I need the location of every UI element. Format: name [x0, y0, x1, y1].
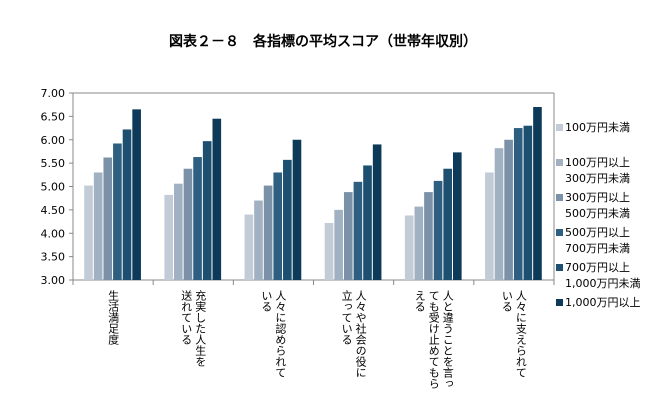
y-tick-label: 5.00: [41, 181, 66, 194]
legend-label: 100万円未満: [565, 121, 630, 134]
bar: [103, 157, 113, 280]
y-tick-label: 3.50: [41, 251, 66, 264]
y-tick-label: 6.50: [41, 110, 66, 123]
x-tick-label: 人々に支えられて: [514, 290, 527, 378]
bar: [244, 214, 254, 280]
bar: [433, 180, 443, 280]
legend-swatch: [556, 159, 563, 166]
x-tick-label: いる: [500, 290, 513, 312]
bar: [254, 200, 263, 280]
x-tick-label: 人々に認められて: [274, 290, 287, 378]
bar: [132, 109, 141, 280]
bar: [523, 125, 533, 280]
bar: [164, 194, 174, 280]
y-tick-label: 7.00: [41, 87, 66, 100]
legend-swatch: [556, 124, 563, 131]
bar: [183, 168, 193, 280]
y-tick-label: 6.00: [41, 134, 66, 147]
x-tick-label: ても受け止めてもら: [427, 290, 440, 389]
bar: [343, 192, 353, 280]
bar: [93, 172, 103, 280]
x-tick-label: 人と違うことを言っ: [441, 290, 454, 389]
bar: [273, 172, 283, 280]
x-tick-label: 生活満足度: [107, 289, 120, 346]
x-tick-label: 立っている: [340, 289, 353, 345]
legend-label: 300万円以上 500万円未満: [565, 191, 630, 220]
legend-label: 700万円以上 1,000万円未満: [565, 261, 641, 290]
bar: [113, 143, 122, 280]
bar: [504, 139, 513, 280]
bar: [292, 139, 302, 280]
bar: [424, 192, 433, 280]
bar: [363, 165, 372, 280]
chart-title: 図表２－８ 各指標の平均スコア（世帯年収別）: [169, 33, 477, 50]
bar: [212, 118, 222, 281]
bar: [324, 222, 334, 280]
bar: [513, 128, 523, 280]
legend-swatch: [556, 194, 563, 201]
bar: [283, 159, 292, 280]
legend-label: 100万円以上 300万円未満: [565, 156, 630, 185]
bar: [122, 129, 132, 280]
legend-swatch: [556, 264, 563, 271]
bar: [372, 144, 382, 280]
x-tick-label: 人々や社会の役に: [354, 290, 367, 378]
legend-label: 1,000万円以上: [565, 296, 641, 309]
x-tick-label: 充実した人生を: [194, 289, 207, 367]
bar: [202, 141, 212, 280]
bar: [452, 152, 462, 280]
legend-label: 500万円以上 700万円未満: [565, 226, 630, 255]
bar: [174, 183, 183, 280]
bar: [494, 148, 504, 280]
legend-swatch: [556, 299, 563, 306]
bar: [353, 181, 363, 280]
bar: [84, 185, 93, 280]
bar: [533, 107, 542, 281]
bar: [443, 168, 452, 280]
bar: [193, 157, 202, 280]
x-tick-label: える: [413, 290, 426, 312]
x-tick-label: いる: [260, 290, 273, 312]
bar: [334, 209, 343, 280]
y-tick-label: 3.00: [41, 274, 66, 287]
bar: [404, 215, 414, 280]
y-tick-label: 5.50: [41, 157, 66, 170]
bar: [485, 172, 494, 280]
legend-swatch: [556, 229, 563, 236]
bar: [414, 206, 424, 280]
y-tick-label: 4.00: [41, 227, 66, 240]
y-tick-label: 4.50: [41, 204, 66, 217]
bar: [263, 185, 273, 280]
x-tick-label: 送れている: [180, 289, 193, 345]
